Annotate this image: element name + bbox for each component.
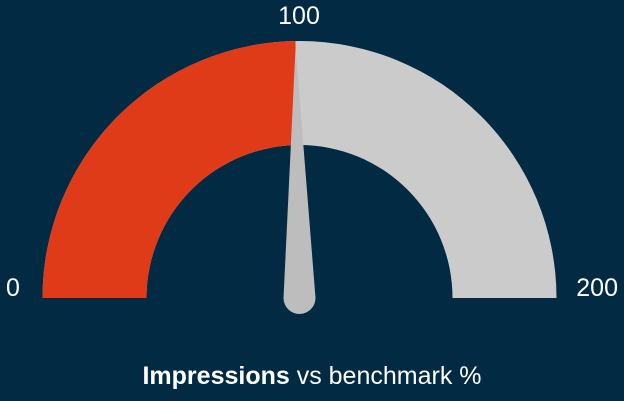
chart-title-rest: vs benchmark %	[289, 362, 482, 390]
gauge-value-arc	[42, 41, 298, 298]
tick-label-min: 0	[6, 274, 20, 302]
gauge-needle	[283, 47, 316, 314]
tick-label-mid: 100	[278, 2, 320, 30]
chart-title: Impressions vs benchmark %	[0, 364, 624, 389]
chart-title-bold: Impressions	[142, 362, 290, 390]
tick-label-max: 200	[576, 274, 618, 302]
